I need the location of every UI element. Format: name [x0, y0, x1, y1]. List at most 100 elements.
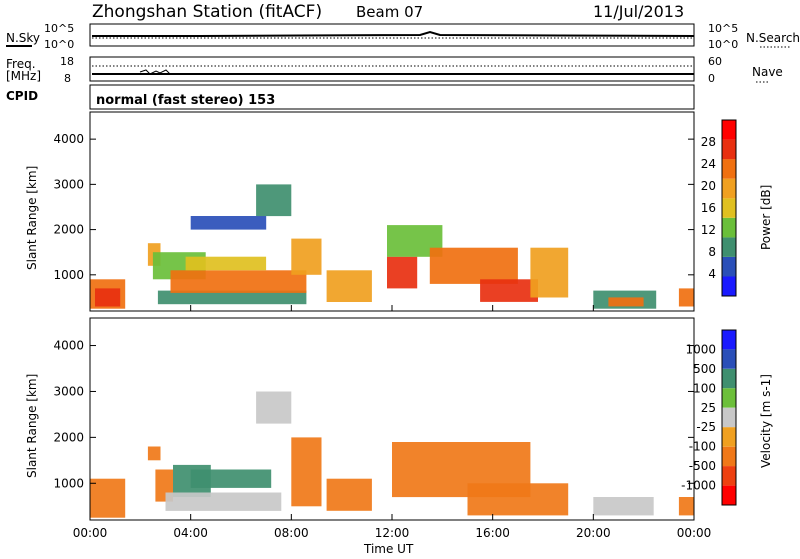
xtick-label: 16:00 — [475, 526, 510, 540]
colorbar-segment — [722, 427, 736, 447]
xtick-label: 20:00 — [576, 526, 611, 540]
freq-label: Freq. — [6, 57, 36, 71]
echo-band-6 — [256, 391, 292, 424]
colorbar-segment — [722, 446, 736, 467]
ytick-label: 3000 — [53, 177, 84, 191]
nsky-top-tick: 10^5 — [44, 22, 74, 35]
colorbar-tick: 20 — [701, 179, 716, 193]
station-title: Zhongshan Station (fitACF) — [92, 2, 322, 22]
ytick-label: 2000 — [53, 223, 84, 237]
colorbar-segment — [722, 485, 736, 505]
cpid-label: CPID — [6, 89, 38, 103]
nsearch-label: N.Search — [746, 31, 800, 45]
colorbar-tick: -25 — [696, 420, 716, 434]
colorbar-tick: 16 — [701, 201, 716, 215]
ytick-label: 3000 — [53, 384, 84, 398]
power-panel: 1000 2000 3000 4000 4 8 12 16 20 24 28 — [53, 111, 737, 312]
nsky-bottom-tick: 10^0 — [44, 38, 74, 51]
colorbar-segment — [722, 368, 736, 389]
colorbar-tick: 500 — [693, 362, 716, 376]
echo-band-10 — [467, 483, 569, 516]
colorbar-tick: 8 — [708, 245, 716, 259]
colorbar-segment — [722, 178, 736, 199]
xtick-label: 04:00 — [173, 526, 208, 540]
velocity-panel: 1000 2000 3000 4000 1000 500 100 25 -25 -100 -500 -… — [53, 317, 737, 540]
colorbar-tick: -1000 — [681, 479, 716, 493]
colorbar-tick: 100 — [693, 381, 716, 395]
echo-band-1 — [147, 446, 161, 461]
echo-band-17 — [608, 297, 644, 307]
velocity-ylabel: Slant Range [km] — [25, 374, 39, 478]
xtick-label: 08:00 — [274, 526, 309, 540]
ytick-label: 2000 — [53, 430, 84, 444]
colorbar-tick: 28 — [701, 135, 716, 149]
echo-band-4 — [190, 469, 272, 488]
colorbar-segment — [722, 388, 736, 408]
echo-band-8 — [326, 478, 372, 511]
date-label: 11/Jul/2013 — [593, 2, 684, 21]
echo-band-8 — [256, 184, 292, 217]
ytick-label: 1000 — [53, 268, 84, 282]
colorbar-tick: 1000 — [685, 342, 716, 356]
echo-band-9 — [291, 238, 322, 275]
nsearch-top-tick: 10^5 — [708, 22, 738, 35]
colorbar-segment — [722, 198, 736, 218]
xtick-label: 12:00 — [375, 526, 410, 540]
nsky-label: N.Sky — [6, 31, 40, 45]
beam-label: Beam 07 — [356, 3, 423, 21]
nave-label: Nave — [752, 65, 783, 79]
echo-band-13 — [429, 247, 518, 284]
echo-band-15 — [530, 247, 569, 298]
echo-band-1 — [95, 288, 121, 307]
xtick-label: 00:00 — [677, 526, 712, 540]
power-colorbar-label: Power [dB] — [759, 185, 773, 250]
velocity-colorbar-label: Velocity [m s-1] — [759, 374, 773, 468]
ytick-label: 4000 — [53, 339, 84, 353]
echo-band-7 — [291, 437, 322, 507]
colorbar-segment — [722, 330, 736, 350]
freq-top-tick: 18 — [60, 55, 74, 68]
nave-bottom-tick: 0 — [708, 72, 715, 85]
freq-strip — [89, 56, 695, 82]
freq-noise — [139, 69, 171, 75]
echo-band-12 — [678, 497, 694, 516]
echo-band-11 — [593, 497, 654, 516]
echo-band-14 — [480, 279, 538, 302]
cpid-strip — [89, 84, 695, 110]
xtick-label: 00:00 — [73, 526, 108, 540]
echo-band-18 — [678, 288, 694, 307]
freq-unit: [MHz] — [6, 69, 41, 83]
colorbar-frame — [721, 329, 737, 506]
colorbar-segment — [722, 276, 736, 296]
power-ylabel: Slant Range [km] — [25, 166, 39, 270]
colorbar-segment — [722, 159, 736, 179]
colorbar-segment — [722, 407, 736, 428]
echo-band-5 — [170, 270, 307, 293]
echo-band-0 — [90, 478, 126, 518]
colorbar-tick: -100 — [689, 440, 716, 454]
colorbar-segment — [722, 349, 736, 369]
nsky-trace — [92, 30, 695, 37]
echo-band-7 — [190, 216, 267, 230]
echo-band-11 — [387, 256, 418, 289]
freq-bottom-tick: 8 — [64, 72, 71, 85]
colorbar-tick: -500 — [689, 459, 716, 473]
time-xlabel: Time UT — [363, 542, 414, 554]
ytick-label: 4000 — [53, 132, 84, 146]
echo-band-5 — [165, 492, 282, 511]
nave-top-tick: 60 — [708, 55, 722, 68]
colorbar-segment — [722, 120, 736, 140]
colorbar-tick: 25 — [701, 401, 716, 415]
colorbar-tick: 12 — [701, 223, 716, 237]
colorbar-segment — [722, 217, 736, 238]
colorbar-segment — [722, 466, 736, 486]
ytick-label: 1000 — [53, 476, 84, 490]
colorbar-segment — [722, 139, 736, 160]
colorbar-tick: 24 — [701, 157, 716, 171]
colorbar-segment — [722, 256, 736, 277]
echo-band-4 — [157, 290, 307, 305]
cpid-text: normal (fast stereo) 153 — [96, 93, 275, 108]
echo-band-10 — [326, 270, 372, 302]
colorbar-frame — [721, 119, 737, 297]
